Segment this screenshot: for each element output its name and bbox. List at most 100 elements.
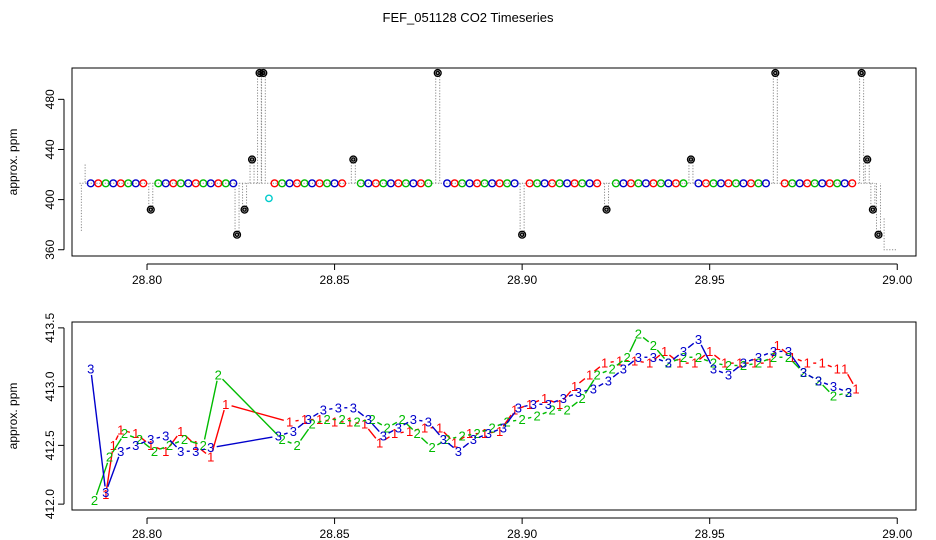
series-3-marker: 3 bbox=[380, 428, 387, 443]
top-cycle-point bbox=[540, 179, 549, 188]
series-3-segment bbox=[658, 358, 664, 362]
series-3-segment bbox=[791, 355, 801, 369]
series-3-segment bbox=[447, 442, 455, 449]
series-1-marker: 1 bbox=[661, 344, 668, 359]
top-cycle-point bbox=[116, 179, 125, 188]
top-cycle-point bbox=[292, 179, 302, 188]
top-cycle-point bbox=[510, 179, 519, 188]
series-3-segment bbox=[553, 399, 559, 403]
series-3-segment bbox=[313, 412, 319, 417]
series-3-marker: 3 bbox=[830, 379, 837, 394]
top-reference-point bbox=[255, 68, 264, 78]
series-3-marker: 3 bbox=[620, 362, 627, 377]
top-cycle-point bbox=[716, 179, 726, 188]
series-3-segment bbox=[201, 448, 206, 451]
top-cycle-point bbox=[386, 179, 395, 188]
top-cycle-point bbox=[191, 179, 200, 188]
top-cycle-point bbox=[833, 179, 842, 188]
top-x-tick-label: 28.85 bbox=[320, 273, 350, 287]
series-3-marker: 3 bbox=[740, 356, 747, 371]
series-3-marker: 3 bbox=[800, 365, 807, 380]
top-reference-point bbox=[349, 155, 358, 164]
top-y-tick-label: 400 bbox=[43, 189, 57, 209]
series-2-marker: 2 bbox=[815, 373, 822, 388]
top-cycle-point bbox=[840, 179, 849, 188]
top-cycle-point bbox=[746, 179, 756, 188]
series-3-segment bbox=[216, 436, 273, 448]
bottom-y-tick-label: 413.0 bbox=[43, 371, 57, 401]
top-raw-trace bbox=[519, 183, 525, 236]
top-cycle-point bbox=[533, 179, 542, 188]
series-3-segment bbox=[823, 382, 829, 386]
series-2-segment bbox=[673, 358, 679, 362]
series-2-segment bbox=[420, 437, 429, 445]
series-1-marker: 1 bbox=[571, 379, 578, 394]
top-reference-point bbox=[146, 205, 155, 214]
series-3-marker: 3 bbox=[770, 344, 777, 359]
series-2-marker: 2 bbox=[200, 438, 207, 453]
top-cycle-point bbox=[270, 179, 279, 188]
bottom-x-tick-label: 29.00 bbox=[882, 527, 912, 540]
series-2-marker: 2 bbox=[106, 450, 113, 465]
top-raw-trace bbox=[350, 158, 356, 184]
series-3-marker: 3 bbox=[192, 444, 199, 459]
series-2-marker: 2 bbox=[725, 358, 732, 373]
series-1-marker: 1 bbox=[541, 391, 548, 406]
series-3-segment bbox=[297, 422, 305, 429]
top-reference-point bbox=[433, 68, 442, 78]
series-1-segment bbox=[211, 409, 225, 452]
series-3-marker: 3 bbox=[845, 385, 852, 400]
series-1-segment bbox=[126, 430, 131, 433]
top-cycle-point bbox=[416, 179, 425, 188]
series-1-marker: 1 bbox=[819, 356, 826, 371]
series-2-marker: 2 bbox=[413, 426, 420, 441]
series-2-segment bbox=[629, 338, 637, 353]
bottom-x-tick-label: 28.80 bbox=[132, 527, 162, 540]
series-2-segment bbox=[703, 358, 709, 362]
series-2-marker: 2 bbox=[755, 356, 762, 371]
series-1-marker: 1 bbox=[391, 426, 398, 441]
series-3-segment bbox=[584, 389, 588, 392]
series-3-marker: 3 bbox=[147, 432, 154, 447]
top-cycle-point bbox=[300, 179, 309, 188]
series-2-marker: 2 bbox=[785, 350, 792, 365]
series-3-segment bbox=[462, 442, 470, 449]
series-3-segment bbox=[90, 374, 106, 487]
top-cycle-point bbox=[664, 179, 673, 188]
series-1-segment bbox=[827, 364, 832, 368]
series-2-marker: 2 bbox=[383, 420, 390, 435]
series-3-marker: 3 bbox=[275, 428, 282, 443]
top-cycle-point bbox=[679, 179, 688, 188]
series-3-marker: 3 bbox=[470, 432, 477, 447]
top-cycle-point bbox=[488, 179, 497, 188]
top-cycle-point bbox=[611, 179, 621, 188]
series-1-marker: 1 bbox=[601, 356, 608, 371]
series-1-segment bbox=[415, 428, 419, 431]
series-1-segment bbox=[231, 405, 284, 421]
top-cycle-point bbox=[109, 179, 118, 188]
series-3-segment bbox=[169, 439, 178, 448]
series-1-segment bbox=[563, 390, 572, 401]
top-cycle-point bbox=[214, 179, 223, 188]
series-3-segment bbox=[493, 429, 499, 433]
series-2-segment bbox=[143, 442, 151, 449]
series-3-segment bbox=[524, 404, 528, 408]
series-3-marker: 3 bbox=[102, 485, 109, 500]
top-reference-point bbox=[602, 205, 611, 214]
series-1-marker: 1 bbox=[346, 414, 353, 429]
bottom-axes: 28.80 28.85 28.90 28.95 29.00 412.0 412.5 413.0… bbox=[43, 313, 913, 540]
top-cycle-point bbox=[277, 179, 287, 188]
series-1-marker: 1 bbox=[556, 397, 563, 412]
series-2-segment bbox=[482, 429, 487, 433]
top-reference-point-inner bbox=[261, 70, 266, 76]
series-1-marker: 1 bbox=[162, 444, 169, 459]
top-cycle-point bbox=[199, 179, 208, 188]
top-reference-point bbox=[868, 205, 877, 214]
series-2-segment bbox=[497, 423, 502, 427]
series-1-segment bbox=[534, 399, 540, 403]
top-cycle-point bbox=[480, 179, 489, 188]
series-2-marker: 2 bbox=[278, 432, 285, 447]
series-1-marker: 1 bbox=[451, 436, 458, 451]
top-cycle-point bbox=[825, 179, 834, 188]
